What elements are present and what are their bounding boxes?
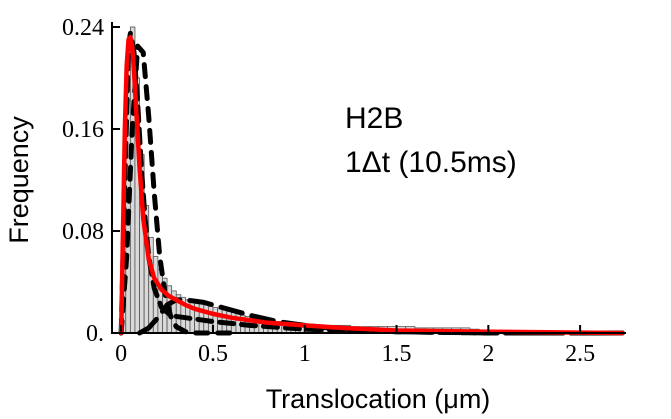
x-tick-label: 1 bbox=[299, 341, 311, 367]
y-ticks: 0. 0.08 0.16 0.24 bbox=[62, 15, 120, 347]
x-tick-label: 1.5 bbox=[382, 341, 412, 367]
y-tick-label: 0.24 bbox=[62, 15, 104, 41]
axes: 0. 0.08 0.16 0.24 0 0.5 1 1.5 2 2.5 bbox=[62, 15, 626, 367]
fit-curve-1 bbox=[118, 30, 625, 336]
annotation-line-1: H2B bbox=[345, 102, 403, 135]
y-tick-label: 0.08 bbox=[62, 219, 104, 245]
x-tick-label: 0.5 bbox=[198, 341, 228, 367]
x-ticks: 0 0.5 1 1.5 2 2.5 bbox=[115, 325, 595, 367]
x-tick-label: 2.5 bbox=[565, 341, 595, 367]
y-axis-label: Frequency bbox=[4, 116, 34, 244]
x-axis-label: Translocation (μm) bbox=[266, 384, 491, 414]
y-tick-label: 0.16 bbox=[62, 117, 104, 143]
annotation-line-2: 1Δt (10.5ms) bbox=[345, 146, 517, 179]
fit-curves bbox=[118, 30, 625, 336]
y-tick-label: 0. bbox=[86, 321, 104, 347]
fit-curve-4 bbox=[118, 34, 625, 336]
x-tick-label: 0 bbox=[115, 341, 127, 367]
histogram-bars bbox=[120, 26, 622, 334]
x-tick-label: 2 bbox=[482, 341, 494, 367]
